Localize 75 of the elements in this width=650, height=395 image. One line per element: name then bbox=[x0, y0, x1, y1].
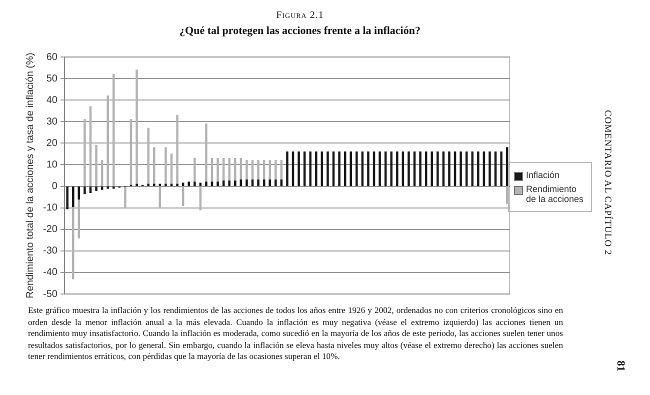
bar bbox=[234, 180, 236, 186]
bar bbox=[286, 151, 288, 186]
bar bbox=[84, 119, 86, 186]
bar bbox=[106, 95, 109, 186]
bar bbox=[274, 179, 277, 186]
y-tick-label: 10 bbox=[46, 159, 58, 170]
bar bbox=[356, 151, 358, 186]
bar bbox=[106, 186, 109, 189]
bar bbox=[95, 145, 98, 186]
bar bbox=[246, 179, 248, 186]
bar bbox=[147, 184, 150, 186]
legend-label: Rendimiento de la acciones bbox=[526, 184, 585, 204]
bar bbox=[298, 151, 300, 186]
bar bbox=[257, 179, 260, 186]
bar bbox=[460, 151, 462, 186]
bar bbox=[500, 151, 502, 186]
y-tick-label: 20 bbox=[46, 138, 58, 149]
bar bbox=[488, 151, 491, 186]
bar bbox=[448, 151, 450, 186]
bar bbox=[396, 151, 398, 186]
bar bbox=[268, 179, 271, 186]
y-tick-label: -50 bbox=[43, 288, 58, 300]
bar bbox=[194, 182, 196, 186]
bar bbox=[130, 119, 132, 186]
bar bbox=[112, 186, 115, 189]
y-axis-title: Rendimiento total de la acciones y tasa de inflación (%) bbox=[24, 52, 36, 298]
y-tick-label: 30 bbox=[46, 116, 58, 128]
bar bbox=[378, 151, 381, 186]
bar bbox=[436, 151, 439, 186]
bar bbox=[136, 70, 138, 186]
y-tick-label: 60 bbox=[46, 52, 58, 63]
y-tick-label: -40 bbox=[43, 267, 58, 278]
bar bbox=[164, 147, 167, 186]
bar bbox=[228, 180, 230, 186]
text: 81 bbox=[614, 360, 626, 372]
y-tick-label: 40 bbox=[46, 94, 58, 106]
bar bbox=[100, 186, 104, 190]
bar bbox=[153, 147, 156, 186]
legend-label: Inflación bbox=[526, 170, 560, 180]
bar bbox=[95, 186, 98, 191]
text: COMENTARIO AL CAPÍTULO 2 bbox=[602, 110, 612, 256]
bar bbox=[136, 184, 138, 186]
bar bbox=[419, 151, 422, 186]
bar bbox=[216, 182, 219, 186]
bar bbox=[84, 186, 86, 194]
bar bbox=[164, 184, 167, 186]
bar bbox=[153, 184, 156, 186]
bar bbox=[147, 128, 150, 186]
bar bbox=[205, 182, 208, 186]
text: Este gráfico muestra la inflación y los rendimientos de las acciones de todos los años entre 1926 y 2002, ordenados no con criterios cronológicos sino en orden desde la menor inflación anual a la más elevada. Cuando la inflación es muy negativa (véase el extremo izquierdo) las acciones tienen un rendimiento muy insatisfactorio. Cuando la inflación es moderada, como sucedió en la mayoría de los años de este periodo, las acciones suelen tener unos resultados satisfactorios, por lo general. Sin embargo, cuando la inflación se eleva hasta niveles muy altos (véase el extremo derecho) las acciones suelen tener rendimientos erráticos, con pérdidas que la mayoría de las ocasiones superan el 10%. bbox=[28, 305, 563, 362]
bar bbox=[367, 151, 370, 186]
bar bbox=[477, 151, 480, 186]
bar bbox=[338, 151, 340, 186]
bar bbox=[72, 186, 74, 208]
bar bbox=[210, 182, 214, 186]
y-tick-label: -30 bbox=[43, 246, 58, 257]
bar bbox=[199, 182, 202, 186]
bar bbox=[66, 186, 68, 210]
bar bbox=[176, 184, 178, 186]
bar bbox=[350, 151, 352, 186]
bar bbox=[315, 151, 318, 186]
bar bbox=[309, 151, 312, 186]
chart-subtitle: Figura 2.1 bbox=[275, 10, 325, 21]
y-tick-label: 0 bbox=[52, 181, 58, 192]
y-tick-label: -10 bbox=[43, 202, 58, 214]
bar bbox=[188, 182, 190, 186]
bar bbox=[326, 151, 329, 186]
y-tick-label: -20 bbox=[43, 224, 58, 236]
y-tick-label: 50 bbox=[46, 73, 58, 84]
chart-title: ¿Qué tal protegen las acciones frente a la inflación? bbox=[178, 25, 422, 37]
bar bbox=[182, 182, 184, 186]
bar bbox=[124, 186, 126, 208]
bar bbox=[408, 151, 410, 186]
bar bbox=[176, 114, 178, 186]
bar bbox=[112, 74, 115, 186]
